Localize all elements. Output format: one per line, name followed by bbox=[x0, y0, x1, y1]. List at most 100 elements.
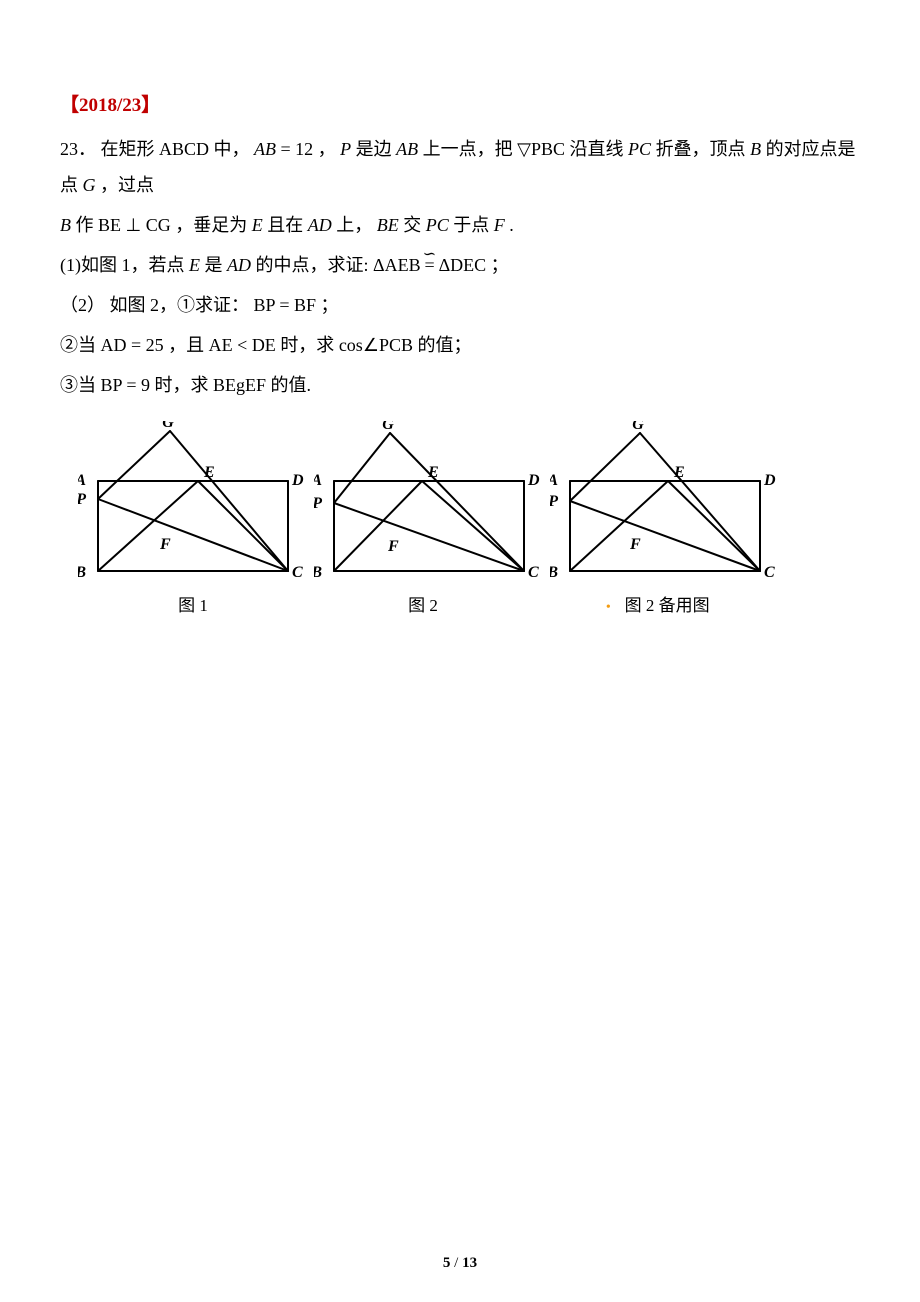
page: 【2018/23】 23． 在矩形 ABCD 中， AB = 12 ， P 是边… bbox=[0, 0, 920, 1302]
question-2-3: ③当 BP = 9 时，求 BEgEF 的值. bbox=[60, 367, 860, 403]
question-2-1: （2） 如图 2，①求证： BP = BF ； bbox=[60, 287, 860, 323]
caption-3-text: 图 2 备用图 bbox=[625, 596, 710, 615]
svg-text:E: E bbox=[673, 464, 685, 481]
be: BE bbox=[98, 215, 121, 235]
text: 中， bbox=[214, 139, 250, 159]
text: . bbox=[509, 215, 514, 235]
svg-text:D: D bbox=[291, 472, 304, 489]
text: 且在 bbox=[267, 215, 303, 235]
svg-text:P: P bbox=[78, 491, 86, 508]
year-problem-badge: 【2018/23】 bbox=[60, 90, 860, 117]
ae: AE bbox=[209, 335, 233, 355]
twentyfive: 25 bbox=[146, 335, 164, 355]
triangle-aeb: ΔAEB bbox=[373, 255, 421, 275]
svg-text:G: G bbox=[632, 421, 644, 433]
text: 时，求 bbox=[280, 335, 334, 355]
ab: AB bbox=[254, 139, 276, 159]
svg-text:D: D bbox=[527, 472, 540, 489]
figure-1: A D B C P E G F bbox=[78, 421, 308, 581]
svg-text:G: G bbox=[162, 421, 174, 431]
text: ， bbox=[318, 139, 336, 159]
text: 的值. bbox=[271, 375, 312, 395]
svg-text:C: C bbox=[764, 564, 775, 581]
text: 上一点，把 bbox=[423, 139, 513, 159]
svg-text:A: A bbox=[314, 472, 322, 489]
text: ； bbox=[321, 295, 339, 315]
eq: = bbox=[275, 295, 294, 315]
svg-text:A: A bbox=[550, 472, 558, 489]
perp: ⊥ bbox=[121, 215, 146, 235]
text: ，垂足为 bbox=[175, 215, 247, 235]
svg-text:E: E bbox=[427, 464, 439, 481]
nine: 9 bbox=[141, 375, 150, 395]
be: BE bbox=[213, 375, 236, 395]
pc: PC bbox=[628, 139, 651, 159]
svg-text:B: B bbox=[78, 564, 86, 581]
prefix: ③当 bbox=[60, 375, 96, 395]
orange-dot: • bbox=[596, 600, 620, 616]
figure-3: A D B C P E G F bbox=[550, 421, 780, 581]
svg-text:E: E bbox=[203, 464, 215, 481]
svg-text:F: F bbox=[387, 538, 399, 555]
stem-line-2: B 作 BE ⊥ CG ，垂足为 E 且在 AD 上， BE 交 PC 于点 F… bbox=[60, 207, 860, 243]
angle-pcb: ∠PCB bbox=[363, 335, 413, 355]
svg-text:B: B bbox=[550, 564, 558, 581]
b: B bbox=[750, 139, 761, 159]
be2: BE bbox=[377, 215, 399, 235]
twelve: 12 bbox=[295, 139, 313, 159]
caption-3: • 图 2 备用图 bbox=[538, 591, 768, 616]
p: P bbox=[340, 139, 351, 159]
cos: cos bbox=[339, 335, 363, 355]
eq: = bbox=[127, 335, 146, 355]
pc2: PC bbox=[426, 215, 449, 235]
page-number: 5 / 13 bbox=[0, 1255, 920, 1272]
svg-text:P: P bbox=[314, 495, 322, 512]
svg-text:A: A bbox=[78, 472, 86, 489]
congruent-symbol: ∽= bbox=[421, 247, 439, 283]
text: 是 bbox=[205, 255, 223, 275]
text: 的值； bbox=[417, 335, 471, 355]
bp: BP bbox=[101, 375, 122, 395]
question-2-2: ②当 AD = 25 ，且 AE < DE 时，求 cos∠PCB 的值； bbox=[60, 327, 860, 363]
e: E bbox=[189, 255, 200, 275]
text: 于点 bbox=[453, 215, 489, 235]
f: F bbox=[494, 215, 505, 235]
text: ； bbox=[491, 255, 509, 275]
ad: AD bbox=[227, 255, 251, 275]
ab2: AB bbox=[396, 139, 418, 159]
g: G bbox=[83, 175, 96, 195]
page-sep: / bbox=[450, 1255, 462, 1271]
b: B bbox=[60, 215, 71, 235]
ad: AD bbox=[308, 215, 332, 235]
ad: AD bbox=[101, 335, 127, 355]
text: 的中点，求证: bbox=[256, 255, 369, 275]
q2-head: （2） 如图 2，①求证： bbox=[60, 295, 249, 315]
svg-text:F: F bbox=[629, 536, 641, 553]
svg-text:D: D bbox=[763, 472, 776, 489]
svg-text:C: C bbox=[528, 564, 539, 581]
q1-prefix: (1)如图 1，若点 bbox=[60, 255, 185, 275]
svg-text:P: P bbox=[550, 493, 558, 510]
problem-number: 23． bbox=[60, 139, 96, 159]
bf: BF bbox=[294, 295, 316, 315]
question-1: (1)如图 1，若点 E 是 AD 的中点，求证: ΔAEB∽=ΔDEC ； bbox=[60, 247, 860, 283]
svg-text:F: F bbox=[159, 536, 171, 553]
text: 交 bbox=[403, 215, 421, 235]
caption-1: 图 1 bbox=[78, 591, 308, 616]
captions-row: 图 1 图 2 • 图 2 备用图 bbox=[78, 591, 860, 616]
text: ，过点 bbox=[100, 175, 154, 195]
text: 是边 bbox=[356, 139, 392, 159]
lt: < bbox=[233, 335, 252, 355]
text: 折叠，顶点 bbox=[656, 139, 746, 159]
prefix: ②当 bbox=[60, 335, 96, 355]
text: 沿直线 bbox=[570, 139, 624, 159]
g-op: g bbox=[236, 375, 245, 395]
caption-2: 图 2 bbox=[308, 591, 538, 616]
text: 作 bbox=[76, 215, 94, 235]
svg-text:C: C bbox=[292, 564, 303, 581]
figures-row: ADBCPEGF ADBCPEGF ADBCPEGF bbox=[78, 421, 860, 581]
tri-pbc: ▽PBC bbox=[517, 139, 565, 159]
eq: = bbox=[276, 139, 295, 159]
text: ，且 bbox=[168, 335, 204, 355]
eq: = bbox=[122, 375, 141, 395]
